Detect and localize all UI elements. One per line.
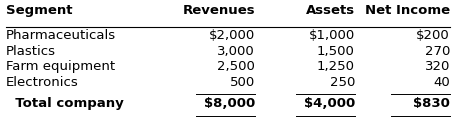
Text: 500: 500	[229, 76, 255, 89]
Text: $200: $200	[415, 29, 449, 42]
Text: Electronics: Electronics	[6, 76, 79, 89]
Text: Assets: Assets	[305, 4, 354, 17]
Text: 40: 40	[432, 76, 449, 89]
Text: 320: 320	[424, 60, 449, 73]
Text: Net Income: Net Income	[364, 4, 449, 17]
Text: 270: 270	[424, 45, 449, 58]
Text: $4,000: $4,000	[303, 97, 354, 110]
Text: $1,000: $1,000	[308, 29, 354, 42]
Text: 1,250: 1,250	[316, 60, 354, 73]
Text: $2,000: $2,000	[208, 29, 255, 42]
Text: Pharmaceuticals: Pharmaceuticals	[6, 29, 116, 42]
Text: 2,500: 2,500	[217, 60, 255, 73]
Text: 250: 250	[329, 76, 354, 89]
Text: Total company: Total company	[6, 97, 123, 110]
Text: Farm equipment: Farm equipment	[6, 60, 115, 73]
Text: Segment: Segment	[6, 4, 72, 17]
Text: Revenues: Revenues	[182, 4, 255, 17]
Text: 1,500: 1,500	[316, 45, 354, 58]
Text: 3,000: 3,000	[217, 45, 255, 58]
Text: $8,000: $8,000	[203, 97, 255, 110]
Text: Plastics: Plastics	[6, 45, 56, 58]
Text: $830: $830	[412, 97, 449, 110]
